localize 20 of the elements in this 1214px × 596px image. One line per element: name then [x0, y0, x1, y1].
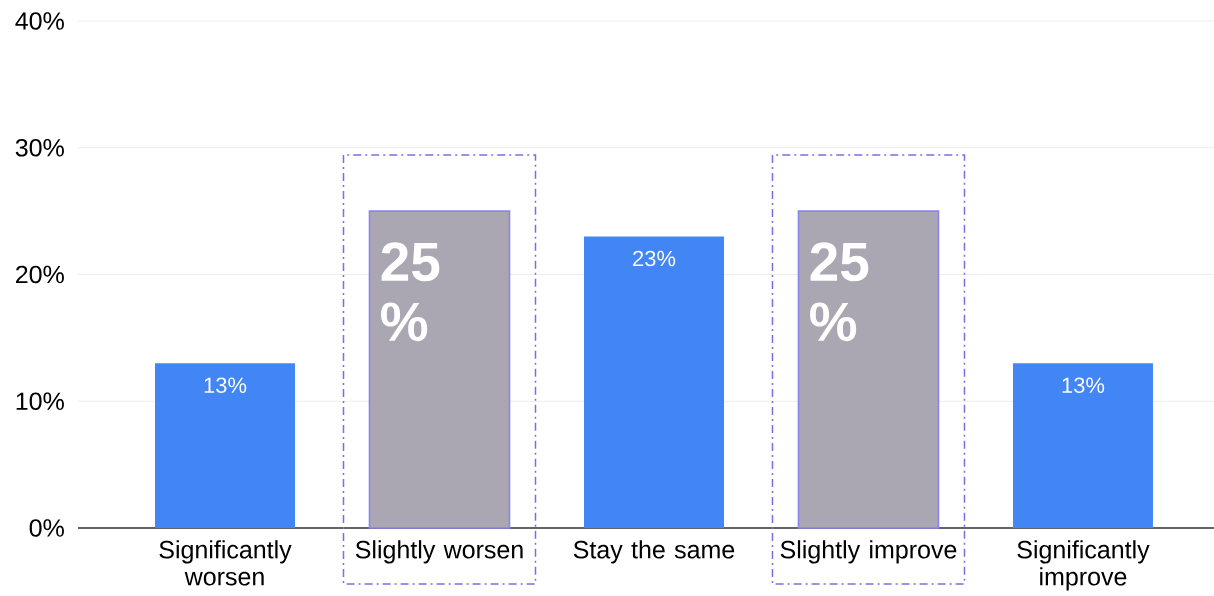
data-label: 25% — [810, 242, 869, 342]
bar — [797, 210, 940, 529]
data-label: 23% — [633, 250, 676, 267]
y-tick-label: 30% — [15, 138, 64, 157]
bar — [368, 210, 511, 529]
y-tick-label: 20% — [16, 265, 64, 284]
y-tick-label: 0% — [29, 519, 64, 537]
y-tick-label: 40% — [15, 12, 64, 30]
x-tick-label: Significantly worsen — [159, 540, 292, 586]
data-label: 13% — [204, 377, 247, 393]
x-tick-label: Slightly improve — [780, 540, 957, 564]
bar — [1012, 363, 1153, 528]
x-tick-label: Slightly worsen — [355, 540, 523, 564]
bar — [583, 236, 724, 528]
data-label: 25% — [381, 242, 440, 342]
bar — [155, 363, 296, 528]
data-label: 13% — [1062, 377, 1105, 393]
y-tick-label: 10% — [16, 392, 64, 411]
x-tick-label: Stay the same — [573, 540, 735, 564]
x-tick-label: Significantly improve — [1017, 540, 1150, 591]
